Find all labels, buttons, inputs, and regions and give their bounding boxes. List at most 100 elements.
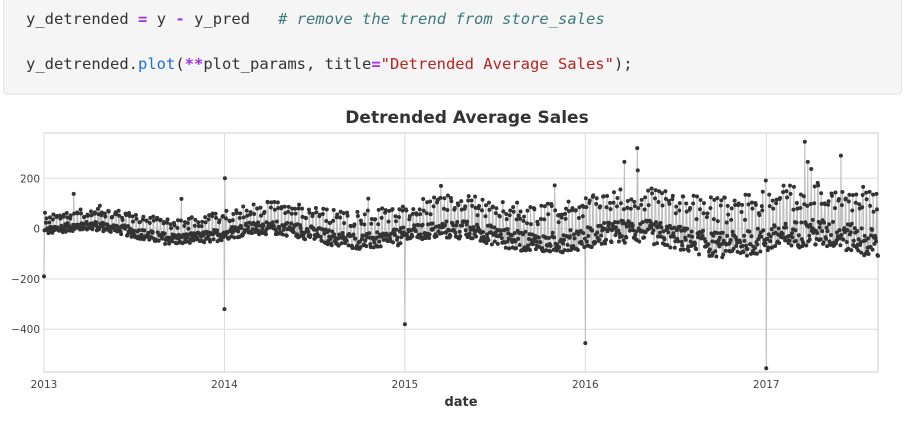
data-point — [528, 222, 533, 227]
data-point — [717, 244, 722, 249]
data-point — [633, 232, 638, 237]
data-point — [678, 224, 683, 229]
data-point — [342, 221, 347, 226]
data-point — [430, 221, 435, 226]
data-point — [781, 183, 786, 188]
data-point — [640, 220, 645, 225]
data-point — [679, 239, 684, 244]
data-point — [163, 241, 168, 246]
data-point — [771, 206, 776, 211]
data-point — [840, 189, 845, 194]
data-point — [628, 228, 633, 233]
data-point — [784, 225, 789, 230]
data-point — [624, 235, 629, 240]
data-point — [237, 215, 242, 220]
data-point — [573, 208, 578, 213]
code-method: plot — [137, 55, 176, 73]
data-point — [825, 244, 830, 249]
data-point — [794, 200, 799, 205]
data-point — [643, 195, 648, 200]
data-point — [580, 214, 585, 219]
data-point — [586, 234, 591, 239]
data-point — [146, 230, 151, 235]
data-point — [594, 202, 599, 207]
data-point — [465, 219, 470, 224]
data-point — [320, 212, 325, 217]
data-point — [808, 201, 813, 206]
data-point — [150, 229, 155, 234]
data-point — [634, 229, 639, 234]
data-point — [807, 237, 812, 242]
data-point — [618, 201, 623, 206]
x-axis-label: date — [444, 395, 477, 410]
data-point — [836, 196, 841, 201]
data-point — [223, 216, 228, 221]
data-point — [862, 233, 867, 238]
data-point — [598, 204, 603, 209]
data-point — [268, 205, 273, 210]
data-point — [84, 220, 89, 225]
data-point — [497, 214, 502, 219]
data-point — [685, 226, 690, 231]
data-point — [824, 236, 829, 241]
data-point — [683, 237, 688, 242]
data-point — [838, 153, 843, 158]
data-point — [543, 235, 548, 240]
data-point — [513, 239, 518, 244]
data-point — [57, 213, 62, 218]
data-point — [61, 212, 66, 217]
data-point — [445, 193, 450, 198]
y-tick-label: 200 — [20, 173, 40, 185]
data-point — [147, 221, 152, 226]
data-point — [739, 209, 744, 214]
data-point — [219, 238, 224, 243]
data-point — [514, 246, 519, 251]
data-point — [868, 203, 873, 208]
data-point — [540, 246, 545, 251]
data-point — [262, 209, 267, 214]
data-point — [612, 190, 617, 195]
data-point — [42, 274, 46, 279]
data-point — [757, 213, 762, 218]
data-point — [501, 209, 506, 214]
data-point — [259, 213, 264, 218]
data-point — [571, 232, 576, 237]
data-point — [105, 223, 110, 228]
data-point — [662, 237, 667, 242]
x-tick-label: 2015 — [392, 379, 419, 391]
data-point — [565, 242, 570, 247]
x-tick-label: 2014 — [211, 379, 238, 391]
data-point — [270, 220, 275, 225]
data-point — [755, 242, 760, 247]
code-cell[interactable]: y_detrended = y - y_pred # remove the tr… — [3, 0, 902, 95]
data-point — [768, 234, 773, 239]
data-point — [562, 248, 567, 253]
data-point — [748, 242, 753, 247]
data-point — [426, 222, 431, 227]
data-point — [715, 219, 720, 224]
data-point — [291, 230, 296, 235]
data-point — [853, 200, 858, 205]
data-point — [740, 244, 745, 249]
data-point — [712, 197, 717, 202]
data-point — [754, 251, 759, 256]
data-point — [439, 231, 444, 236]
data-point — [534, 239, 539, 244]
data-point — [459, 199, 464, 204]
data-point — [649, 225, 654, 230]
data-point — [117, 213, 122, 218]
data-point — [776, 226, 781, 231]
data-point — [202, 240, 207, 245]
data-point — [642, 207, 647, 212]
data-point — [500, 200, 505, 205]
data-point — [269, 200, 274, 205]
data-point — [876, 253, 880, 258]
data-point — [665, 243, 670, 248]
data-point — [718, 203, 723, 208]
data-point — [404, 232, 409, 237]
data-point — [783, 238, 788, 243]
data-point — [208, 239, 213, 244]
data-point — [395, 235, 400, 240]
data-point — [217, 218, 222, 223]
data-point — [507, 213, 512, 218]
